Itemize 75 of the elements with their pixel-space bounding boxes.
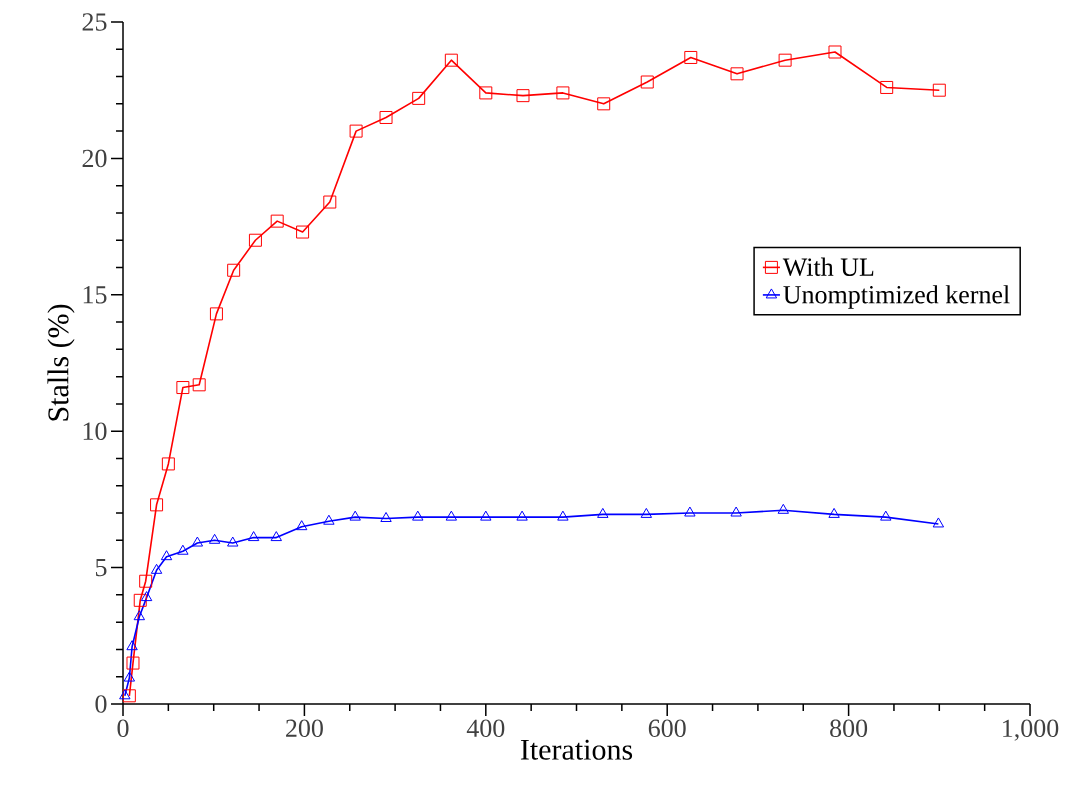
point <box>932 517 945 528</box>
point <box>126 656 140 670</box>
point <box>730 67 744 81</box>
point <box>209 307 223 321</box>
point <box>126 640 138 651</box>
point <box>161 457 175 471</box>
point <box>150 563 163 574</box>
point <box>684 50 698 64</box>
point <box>412 91 426 105</box>
point <box>349 124 363 138</box>
y-tick-label: 15 <box>83 286 107 304</box>
point <box>379 110 393 124</box>
point <box>323 514 335 525</box>
point <box>828 507 840 518</box>
point <box>270 214 284 228</box>
point <box>412 510 424 521</box>
point <box>828 45 842 59</box>
point <box>516 89 530 103</box>
point <box>640 507 653 518</box>
point <box>270 531 282 542</box>
point <box>227 263 241 277</box>
point <box>323 195 337 209</box>
point <box>177 544 189 555</box>
y-tick-label: 25 <box>82 13 107 31</box>
point <box>150 498 164 512</box>
x-axis-title: Iterations <box>520 739 633 760</box>
point <box>208 533 221 544</box>
point <box>349 510 361 521</box>
point <box>192 378 206 392</box>
point <box>640 75 654 89</box>
y-tick-label: 20 <box>82 149 107 168</box>
legend-label: With UL <box>782 257 874 277</box>
point <box>119 689 131 700</box>
y-tick-label: 5 <box>95 558 107 577</box>
point <box>227 536 239 547</box>
point <box>191 536 204 547</box>
point <box>248 233 262 247</box>
point <box>140 591 153 602</box>
point <box>880 510 892 521</box>
point <box>557 510 569 521</box>
point <box>123 671 136 682</box>
point <box>247 531 260 542</box>
point <box>597 507 609 518</box>
point <box>516 510 528 521</box>
x-tick-label: 0 <box>117 719 129 738</box>
point <box>778 53 792 67</box>
point <box>160 550 173 561</box>
y-axis-title: Stalls (%) <box>47 304 75 421</box>
x-tick-label: 800 <box>830 719 868 738</box>
x-tick-label: 200 <box>286 719 323 738</box>
point <box>133 593 147 607</box>
point <box>139 574 153 588</box>
point <box>176 381 190 395</box>
point <box>380 511 392 522</box>
point <box>880 80 894 94</box>
x-tick-label: 1,000 <box>1003 719 1059 741</box>
x-tick-label: 600 <box>648 719 686 738</box>
point <box>296 225 310 239</box>
point <box>133 610 146 621</box>
y-tick-label: 0 <box>95 695 107 713</box>
point <box>295 520 308 531</box>
point <box>556 86 570 100</box>
point <box>684 506 696 517</box>
point <box>480 510 492 521</box>
y-tick-label: 10 <box>83 422 107 440</box>
point <box>597 97 611 111</box>
point <box>122 689 136 703</box>
point <box>730 506 742 517</box>
point <box>445 510 458 521</box>
x-tick-label: 400 <box>466 719 505 738</box>
point <box>444 53 458 67</box>
point <box>777 503 789 514</box>
point <box>479 86 493 100</box>
point <box>932 83 946 97</box>
legend-label: Unomptimized kernel <box>783 285 1010 309</box>
